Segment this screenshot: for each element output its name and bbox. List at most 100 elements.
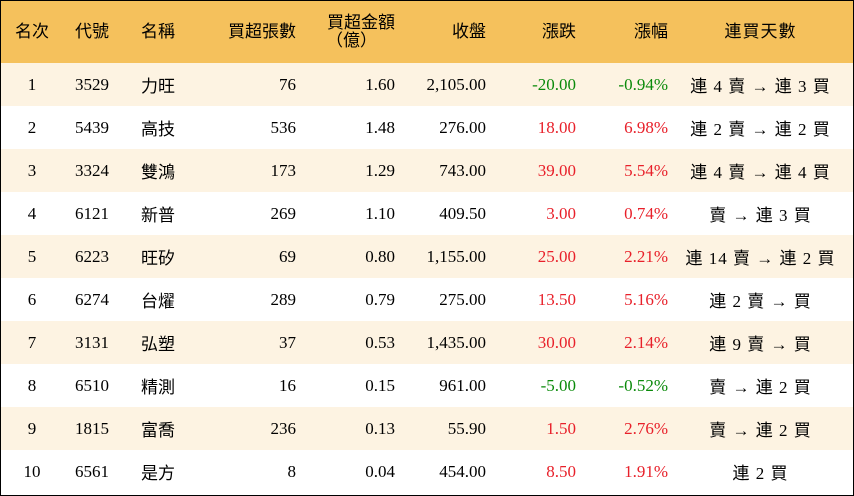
rank-cell: 6 — [27, 289, 37, 309]
net-amount-cell: 0.13 — [365, 418, 395, 438]
net-amount-cell: 0.15 — [365, 375, 395, 395]
net-lots-cell: 37 — [279, 332, 296, 352]
net-amount-cell: 0.04 — [365, 461, 395, 481]
header-row: 名次 代號 名稱 買超張數 買超金額 （億） 收盤 漲跌 漲幅 連買天數 — [1, 1, 853, 63]
streak-cell: 賣 → 連 2 買 — [709, 378, 812, 397]
close-cell: 1,435.00 — [426, 332, 487, 352]
table-body: 1 3529 力旺 76 1.60 2,105.00 -20.00 -0.94% 連 4 賣 →… — [1, 63, 853, 493]
close-cell: 961.00 — [439, 375, 486, 395]
code-cell: 5439 — [75, 117, 109, 137]
rank-cell: 10 — [23, 461, 41, 481]
change-cell: 8.50 — [546, 461, 576, 481]
header-name: 名稱 — [141, 22, 175, 41]
pct-cell: 5.54% — [624, 160, 668, 180]
code-cell: 3324 — [75, 160, 109, 180]
pct-cell: 2.76% — [624, 418, 668, 438]
net-lots-cell: 8 — [287, 461, 297, 481]
change-cell: 25.00 — [537, 246, 576, 266]
name-cell: 高技 — [141, 120, 175, 139]
net-lots-cell: 69 — [279, 246, 296, 266]
header-net-amount-line1: 買超金額 — [327, 13, 395, 32]
name-cell: 台燿 — [141, 292, 175, 311]
rank-cell: 9 — [27, 418, 37, 438]
net-amount-cell: 0.80 — [365, 246, 395, 266]
streak-cell: 連 14 賣 → 連 2 買 — [685, 249, 836, 268]
close-cell: 409.50 — [439, 203, 486, 223]
streak-cell: 連 2 買 — [732, 464, 789, 483]
change-cell: 18.00 — [537, 117, 576, 137]
change-cell: 3.00 — [546, 203, 576, 223]
rank-cell: 7 — [27, 332, 37, 352]
net-amount-cell: 0.53 — [365, 332, 395, 352]
close-cell: 454.00 — [439, 461, 486, 481]
table-row: 9 1815 富喬 236 0.13 55.90 1.50 2.76% 賣 → 連 2 買 — [1, 407, 853, 450]
change-cell: 39.00 — [537, 160, 576, 180]
streak-cell: 連 2 賣 → 買 — [709, 292, 812, 311]
close-cell: 1,155.00 — [426, 246, 487, 266]
close-cell: 275.00 — [439, 289, 486, 309]
table-row: 7 3131 弘塑 37 0.53 1,435.00 30.00 2.14% 連 9 賣 → 買 — [1, 321, 853, 364]
pct-cell: -0.52% — [618, 375, 668, 395]
rank-cell: 1 — [27, 74, 37, 94]
pct-cell: 0.74% — [624, 203, 668, 223]
net-lots-cell: 173 — [270, 160, 297, 180]
header-streak: 連買天數 — [724, 22, 797, 41]
streak-cell: 賣 → 連 3 買 — [709, 206, 812, 225]
pct-cell: 6.98% — [624, 117, 668, 137]
pct-cell: 2.14% — [624, 332, 668, 352]
close-cell: 2,105.00 — [426, 74, 487, 94]
table-row: 4 6121 新普 269 1.10 409.50 3.00 0.74% 賣 → 連 3 買 — [1, 192, 853, 235]
rank-cell: 4 — [27, 203, 37, 223]
name-cell: 力旺 — [141, 77, 175, 96]
code-cell: 6510 — [75, 375, 109, 395]
name-cell: 旺矽 — [141, 249, 175, 268]
streak-cell: 連 4 賣 → 連 4 買 — [690, 163, 831, 182]
name-cell: 雙鴻 — [141, 163, 175, 182]
streak-cell: 連 9 賣 → 買 — [709, 335, 812, 354]
code-cell: 6223 — [75, 246, 109, 266]
code-cell: 6561 — [75, 461, 109, 481]
name-cell: 新普 — [141, 206, 175, 225]
streak-cell: 連 2 賣 → 連 2 買 — [690, 120, 831, 139]
net-lots-cell: 269 — [270, 203, 297, 223]
code-cell: 6274 — [75, 289, 109, 309]
net-lots-cell: 536 — [270, 117, 297, 137]
header-code: 代號 — [75, 22, 109, 41]
rank-cell: 3 — [27, 160, 37, 180]
change-cell: 1.50 — [546, 418, 576, 438]
header-change: 漲跌 — [542, 22, 576, 41]
rank-cell: 8 — [27, 375, 37, 395]
net-lots-cell: 16 — [279, 375, 296, 395]
net-lots-cell: 236 — [270, 418, 297, 438]
change-cell: -5.00 — [540, 375, 576, 395]
rank-cell: 2 — [27, 117, 37, 137]
table-row: 6 6274 台燿 289 0.79 275.00 13.50 5.16% 連 2 賣 → 買 — [1, 278, 853, 321]
name-cell: 弘塑 — [141, 335, 175, 354]
net-lots-cell: 289 — [270, 289, 297, 309]
table-row: 10 6561 是方 8 0.04 454.00 8.50 1.91% 連 2 買 — [1, 450, 853, 493]
name-cell: 富喬 — [141, 421, 175, 440]
net-amount-cell: 1.29 — [365, 160, 395, 180]
code-cell: 6121 — [75, 203, 109, 223]
net-amount-cell: 1.10 — [365, 203, 395, 223]
table-row: 1 3529 力旺 76 1.60 2,105.00 -20.00 -0.94% 連 4 賣 →… — [1, 63, 853, 106]
change-cell: 13.50 — [537, 289, 576, 309]
change-cell: 30.00 — [537, 332, 576, 352]
close-cell: 276.00 — [439, 117, 486, 137]
code-cell: 3529 — [75, 74, 109, 94]
net-amount-cell: 1.60 — [365, 74, 395, 94]
net-lots-cell: 76 — [279, 74, 296, 94]
pct-cell: 2.21% — [624, 246, 668, 266]
header-net-amount: 買超金額 （億） — [296, 1, 395, 63]
close-cell: 55.90 — [447, 418, 486, 438]
name-cell: 是方 — [141, 464, 175, 483]
header-close: 收盤 — [452, 22, 486, 41]
table-header: 名次 代號 名稱 買超張數 買超金額 （億） 收盤 漲跌 漲幅 連買天數 — [1, 1, 853, 63]
header-rank: 名次 — [15, 22, 49, 41]
table-row: 8 6510 精測 16 0.15 961.00 -5.00 -0.52% 賣 → 連 2 買 — [1, 364, 853, 407]
pct-cell: 1.91% — [624, 461, 668, 481]
table-row: 3 3324 雙鴻 173 1.29 743.00 39.00 5.54% 連 4 賣 → 連 … — [1, 149, 853, 192]
pct-cell: -0.94% — [618, 74, 668, 94]
